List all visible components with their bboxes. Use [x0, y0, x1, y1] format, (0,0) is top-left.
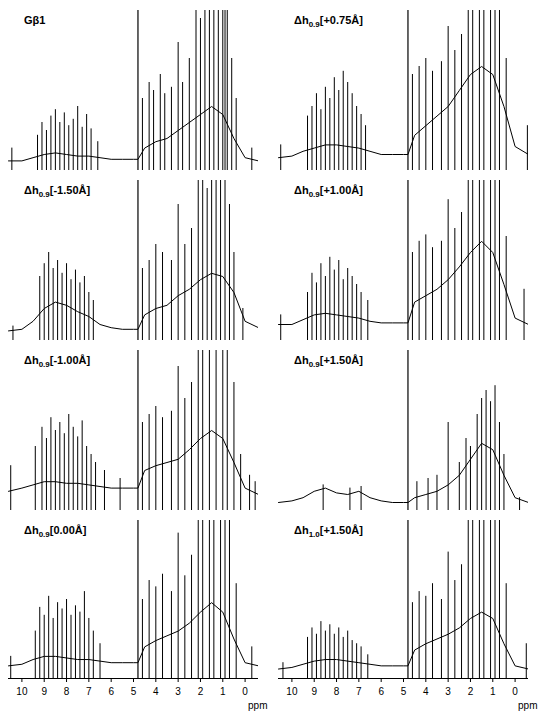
svg-text:9: 9 — [41, 686, 47, 697]
svg-text:2: 2 — [468, 686, 474, 697]
svg-text:5: 5 — [401, 686, 407, 697]
svg-text:10: 10 — [286, 686, 298, 697]
svg-text:8: 8 — [334, 686, 340, 697]
svg-text:0: 0 — [512, 686, 518, 697]
html-text:Gβ1: Gβ1 — [24, 14, 46, 26]
svg-text:8: 8 — [64, 686, 70, 697]
svg-text:10: 10 — [16, 686, 28, 697]
html-text:Δh1.0[+1.50Å]: Δh1.0[+1.50Å] — [294, 524, 363, 540]
svg-text:3: 3 — [445, 686, 451, 697]
svg-text:2: 2 — [198, 686, 204, 697]
html-text:Δh0.9[+0.75Å]: Δh0.9[+0.75Å] — [294, 14, 363, 30]
html-text:Δh0.9[0.00Å]: Δh0.9[0.00Å] — [24, 524, 87, 540]
svg-text:3: 3 — [175, 686, 181, 697]
html-text:Δh0.9[-1.00Å]: Δh0.9[-1.00Å] — [24, 354, 91, 370]
svg-text:9: 9 — [311, 686, 317, 697]
svg-text:1: 1 — [490, 686, 496, 697]
svg-text:1: 1 — [220, 686, 226, 697]
svg-text:4: 4 — [423, 686, 429, 697]
svg-text:7: 7 — [356, 686, 362, 697]
svg-text:5: 5 — [131, 686, 137, 697]
svg-text:ppm: ppm — [518, 700, 537, 711]
svg-text:0: 0 — [242, 686, 248, 697]
svg-text:7: 7 — [86, 686, 92, 697]
html-text:Δh0.9[-1.50Å]: Δh0.9[-1.50Å] — [24, 184, 91, 200]
html-text:Δh0.9[+1.50Å]: Δh0.9[+1.50Å] — [294, 354, 363, 370]
html-text:Δh0.9[+1.00Å]: Δh0.9[+1.00Å] — [294, 184, 363, 200]
svg-text:4: 4 — [153, 686, 159, 697]
svg-text:6: 6 — [378, 686, 384, 697]
svg-text:6: 6 — [108, 686, 114, 697]
svg-text:ppm: ppm — [248, 700, 267, 711]
